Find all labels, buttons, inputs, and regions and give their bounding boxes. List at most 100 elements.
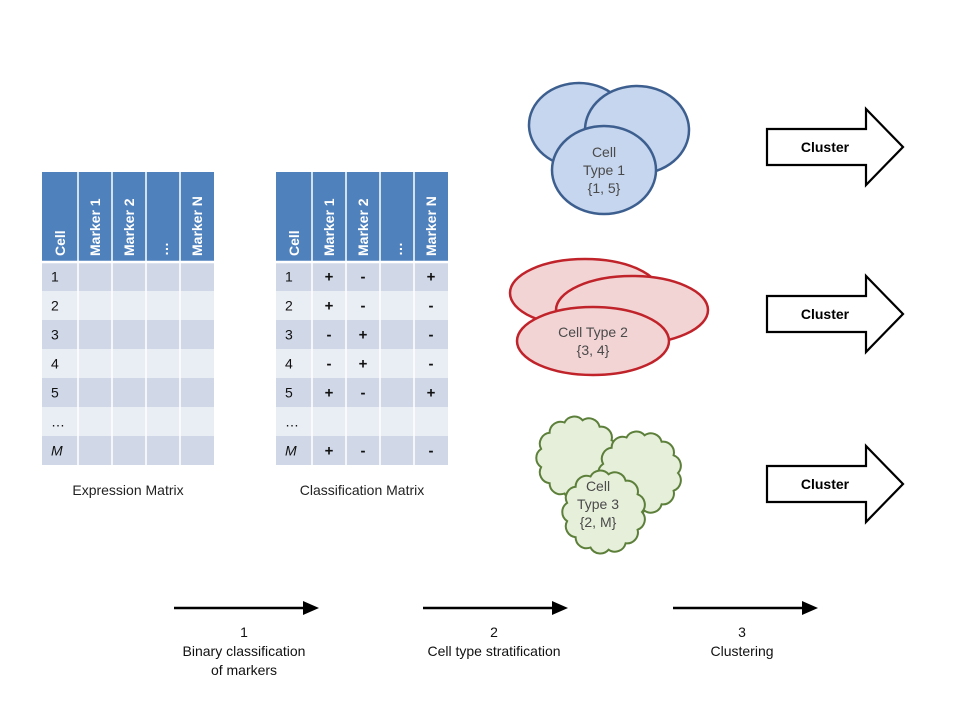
cluster-label: {3, 4}: [577, 342, 610, 358]
classification-value: -: [327, 327, 332, 344]
classification-value: -: [429, 443, 434, 460]
table-row: [276, 320, 448, 349]
classification-value: +: [325, 269, 334, 286]
classification-value: -: [361, 269, 366, 286]
cell-shape: [550, 124, 658, 216]
row-label: 2: [285, 298, 293, 314]
cluster-label: {2, M}: [580, 514, 617, 530]
table-row: [42, 378, 214, 407]
step-description: Cell type stratification: [427, 643, 560, 659]
cluster-1: Cell Type 1 {1, 5}: [527, 81, 691, 216]
cluster-arrow: Cluster: [765, 273, 905, 355]
row-label: 4: [51, 356, 59, 372]
classification-value: -: [429, 327, 434, 344]
classification_matrix: Cell Marker 1 Marker 2 … Marker N 1 + - +2 + - - 3 - +…: [276, 172, 448, 498]
classification-value: -: [327, 356, 332, 373]
row-label: …: [285, 414, 299, 430]
cluster-label: Cell: [592, 144, 616, 160]
table-row: [276, 262, 448, 291]
step-arrow-head: [552, 601, 568, 615]
cluster-label: Type 1: [583, 162, 625, 178]
table-row: [42, 349, 214, 378]
column-header: Marker 1: [87, 198, 103, 256]
column-header: Marker 2: [121, 198, 137, 256]
step-arrow-head: [303, 601, 319, 615]
column-header: …: [155, 242, 171, 256]
matrices: Cell Marker 1 Marker 2 … Marker N 1 2 3 4 5 … M Expr…: [42, 172, 448, 498]
classification-value: +: [325, 298, 334, 315]
cluster-3: Cell Type 3 {2, M}: [535, 415, 682, 555]
table-row: [42, 320, 214, 349]
column-header: Marker 1: [321, 198, 337, 256]
row-label: 5: [285, 385, 293, 401]
step-number: 2: [490, 624, 498, 640]
table-row: [276, 407, 448, 436]
cluster-arrow-label: Cluster: [801, 139, 850, 155]
row-label: M: [51, 443, 63, 459]
step-number: 1: [240, 624, 248, 640]
table-caption: Expression Matrix: [72, 482, 183, 498]
row-label: 1: [51, 269, 59, 285]
classification-value: +: [427, 385, 436, 402]
table-row: [276, 349, 448, 378]
cluster-arrows: Cluster Cluster Cluster: [765, 106, 905, 525]
cluster-2: Cell Type 2 {3, 4}: [508, 257, 710, 377]
column-header: Cell: [52, 230, 68, 256]
classification-value: -: [361, 298, 366, 315]
step-description: Binary classification: [183, 643, 306, 659]
table-row: [42, 436, 214, 465]
step-number: 3: [738, 624, 746, 640]
row-label: 4: [285, 356, 293, 372]
cluster-arrow-label: Cluster: [801, 476, 850, 492]
row-label: …: [51, 414, 65, 430]
column-header: Marker N: [189, 196, 205, 256]
cluster-label: Type 3: [577, 496, 619, 512]
classification-value: +: [325, 385, 334, 402]
step-1: 1 Binary classification of markers: [174, 601, 319, 678]
table-row: [276, 378, 448, 407]
classification-value: -: [429, 298, 434, 315]
step-2: 2 Cell type stratification: [423, 601, 568, 659]
classification-value: -: [361, 443, 366, 460]
step-arrow-head: [802, 601, 818, 615]
table-row: [276, 436, 448, 465]
step-3: 3 Clustering: [673, 601, 818, 659]
cell-shape: [515, 305, 671, 377]
column-header: Marker N: [423, 196, 439, 256]
table-caption: Classification Matrix: [300, 482, 424, 498]
column-header: Cell: [286, 230, 302, 256]
table-row: [276, 291, 448, 320]
classification-value: +: [359, 356, 368, 373]
row-label: 3: [285, 327, 293, 343]
cluster-label: {1, 5}: [588, 180, 621, 196]
classification-value: -: [429, 356, 434, 373]
classification-value: +: [359, 327, 368, 344]
classification-value: +: [325, 443, 334, 460]
block-arrow-shape: [765, 273, 905, 355]
classification-value: +: [427, 269, 436, 286]
cluster-arrow: Cluster: [765, 106, 905, 188]
cluster-label: Cell: [586, 478, 610, 494]
row-label: 1: [285, 269, 293, 285]
row-label: 5: [51, 385, 59, 401]
header-band: [42, 172, 214, 262]
block-arrow-shape: [765, 443, 905, 525]
table-row: [42, 262, 214, 291]
row-label: 2: [51, 298, 59, 314]
cluster-arrow-label: Cluster: [801, 306, 850, 322]
cell-type-clusters: Cell Type 1 {1, 5} Cell Type 2 {3, 4} Cell Typ…: [508, 81, 710, 555]
column-header: Marker 2: [355, 198, 371, 256]
classification-value: -: [361, 385, 366, 402]
cloud-shape: [561, 469, 646, 555]
table-row: [42, 407, 214, 436]
column-header: …: [389, 242, 405, 256]
step-description: Clustering: [710, 643, 773, 659]
row-label: M: [285, 443, 297, 459]
row-label: 3: [51, 327, 59, 343]
cluster-label: Cell Type 2: [558, 324, 628, 340]
header-band: [276, 172, 448, 262]
expression_matrix: Cell Marker 1 Marker 2 … Marker N 1 2 3 4 5 … M Expr…: [42, 172, 214, 498]
block-arrow-shape: [765, 106, 905, 188]
cluster-arrow: Cluster: [765, 443, 905, 525]
